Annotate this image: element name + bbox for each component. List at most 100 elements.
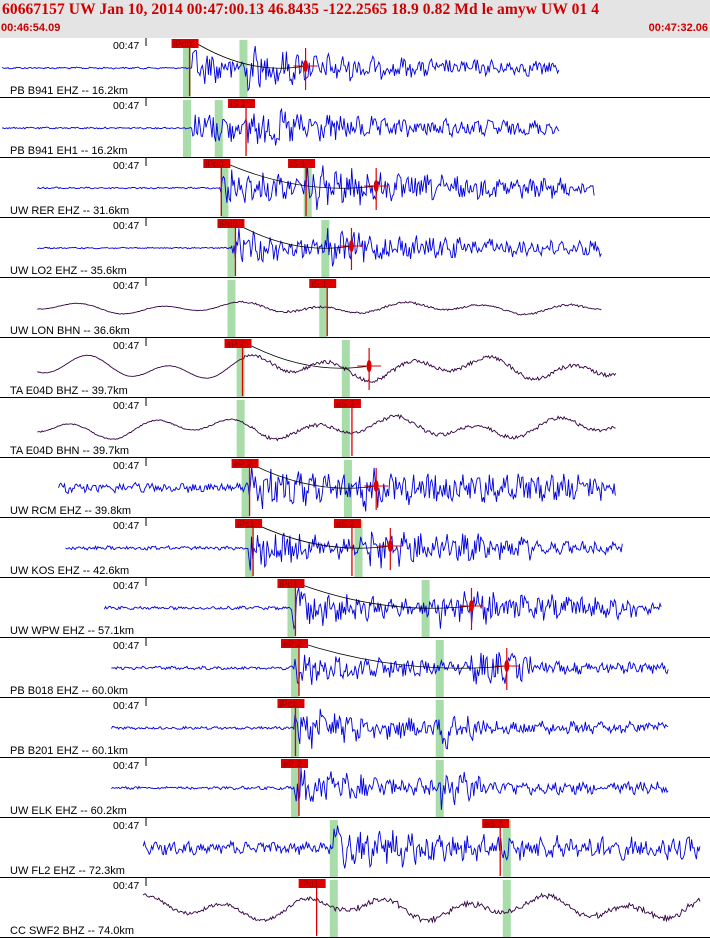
s-estimate-dot — [366, 360, 372, 372]
trace-row: eP 2 00:47 PB B018 EHZ -- 60.0km — [0, 638, 710, 698]
arrival-window — [502, 880, 511, 937]
trace-row: eS 2 00:47 UW FL2 EHZ -- 72.3km — [0, 818, 710, 878]
station-label: UW LO2 EHZ -- 35.6km — [10, 265, 127, 277]
phase-pick-label: iPc1 — [279, 699, 297, 709]
time-tick-label: 00:47 — [113, 880, 139, 892]
trace-row: iPd1 00:47 UW WPW EHZ -- 57.1km — [0, 578, 710, 638]
s-estimate-dot — [387, 540, 393, 552]
arrival-window — [227, 280, 236, 337]
trace-row: eS 2 00:47 TA E04D BHN -- 39.7km — [0, 398, 710, 458]
waveform-trace — [2, 107, 560, 146]
arrival-window — [245, 520, 254, 577]
phase-pick-flag — [224, 339, 252, 348]
arrival-window — [329, 820, 338, 877]
time-tick-label: 00:47 — [113, 640, 139, 652]
event-title: 60667157 UW Jan 10, 2014 00:47:00.13 46.… — [2, 1, 600, 18]
arrival-window — [329, 880, 338, 937]
station-label: CC SWF2 BHZ -- 74.0km — [10, 925, 134, 937]
arrival-window — [290, 640, 299, 697]
trace-row: iS 1 00:47 UW LON BHN -- 36.6km — [0, 278, 710, 338]
time-tick-label: 00:47 — [113, 280, 139, 292]
s-estimate-dot — [348, 240, 354, 252]
arrival-window — [214, 100, 223, 157]
phase-pick-label: iPd1 — [301, 879, 319, 889]
phase-pick-flag — [203, 159, 231, 168]
waveform-trace — [142, 825, 701, 869]
arrival-window — [319, 280, 328, 337]
window-end-time: 00:47:32.06 — [648, 22, 708, 34]
phase-pick-flag — [228, 99, 256, 108]
phase-pick-flag — [288, 159, 316, 168]
trace-row: eP 2 00:47 UW RCM EHZ -- 39.8km — [0, 458, 710, 518]
station-label: TA E04D BHZ -- 39.7km — [10, 385, 128, 397]
arrival-window — [502, 820, 511, 877]
travel-time-curve — [294, 640, 507, 669]
phase-pick-label: eP 2 — [234, 459, 252, 469]
s-estimate-dot — [504, 660, 510, 672]
time-tick-label: 00:47 — [113, 100, 139, 112]
phase-pick-flag — [482, 819, 510, 828]
waveform-trace — [37, 228, 602, 267]
station-label: UW WPW EHZ -- 57.1km — [10, 625, 134, 637]
travel-time-curve — [231, 220, 352, 249]
station-label: UW KOS EHZ -- 42.6km — [10, 565, 129, 577]
travel-time-curve — [248, 520, 391, 549]
waveform-trace — [37, 300, 602, 316]
arrival-window — [241, 460, 250, 517]
travel-time-curve — [192, 40, 306, 69]
station-label: TA E04D BHN -- 39.7km — [10, 445, 129, 457]
station-label: UW ELK EHZ -- 60.2km — [10, 805, 127, 817]
trace-row: iS 1 00:47 PB B941 EH1 -- 16.2km — [0, 98, 710, 158]
station-label: UW RCM EHZ -- 39.8km — [10, 505, 131, 517]
station-label: PB B201 EHZ -- 60.1km — [10, 745, 128, 757]
phase-pick-label: iPd1 — [279, 579, 297, 589]
trace-row: iPd0 00:47 PB B941 EHZ -- 16.2km — [0, 38, 710, 98]
arrival-window — [341, 400, 350, 457]
time-tick-label: 00:47 — [113, 820, 139, 832]
seismogram-plot: iPd0 00:47 PB B941 EHZ -- 16.2km iS 1 00:47 P… — [0, 38, 710, 938]
waveform-trace — [111, 708, 669, 750]
time-tick-label: 00:47 — [113, 340, 139, 352]
waveform-trace — [65, 531, 623, 571]
station-label: UW FL2 EHZ -- 72.3km — [10, 865, 125, 877]
phase-pick-label: iPd0 — [174, 39, 192, 49]
time-tick-label: 00:47 — [113, 40, 139, 52]
time-tick-label: 00:47 — [113, 700, 139, 712]
trace-row: iPd0 iS 1 00:47 UW RER EHZ -- 31.6km — [0, 158, 710, 218]
phase-pick-label: iPd0 — [219, 219, 237, 229]
arrival-window — [239, 40, 248, 97]
time-tick-label: 00:47 — [113, 580, 139, 592]
phase-pick-label: iPc1 — [237, 519, 255, 529]
phase-pick-flag — [277, 699, 305, 708]
s-estimate-dot — [373, 480, 379, 492]
phase-pick-label: eS 2 — [336, 399, 355, 409]
phase-pick-flag — [309, 279, 337, 288]
phase-pick-label: eP 2 — [283, 759, 301, 769]
arrival-window — [227, 220, 236, 277]
station-label: UW RER EHZ -- 31.6km — [10, 205, 129, 217]
phase-pick-flag — [217, 219, 245, 228]
arrival-window — [290, 760, 299, 817]
arrival-window — [287, 580, 296, 637]
waveform-trace — [111, 767, 669, 810]
phase-pick-label: iS 1 — [290, 159, 306, 169]
phase-pick-flag — [277, 579, 305, 588]
arrival-window — [220, 160, 229, 217]
phase-pick-label: iPd0 — [205, 159, 223, 169]
phase-pick-flag — [333, 519, 361, 528]
time-tick-label: 00:47 — [113, 160, 139, 172]
trace-row: iPc1 eS 2 00:47 UW KOS EHZ -- 42.6km — [0, 518, 710, 578]
phase-pick-flag — [280, 759, 308, 768]
travel-time-curve — [291, 580, 472, 609]
time-tick-label: 00:47 — [113, 760, 139, 772]
window-start-time: 00:46:54.09 — [1, 22, 61, 34]
time-tick-label: 00:47 — [113, 400, 139, 412]
waveform-trace — [37, 414, 616, 442]
phase-pick-flag — [235, 519, 263, 528]
phase-pick-label: eP 2 — [227, 339, 245, 349]
trace-row: eP 2 00:47 TA E04D BHZ -- 39.7km — [0, 338, 710, 398]
phase-pick-flag — [298, 879, 326, 888]
phase-pick-label: iS 1 — [230, 99, 246, 109]
trace-row: iPd1 00:47 CC SWF2 BHZ -- 74.0km — [0, 878, 710, 938]
waveform-trace — [142, 892, 701, 924]
